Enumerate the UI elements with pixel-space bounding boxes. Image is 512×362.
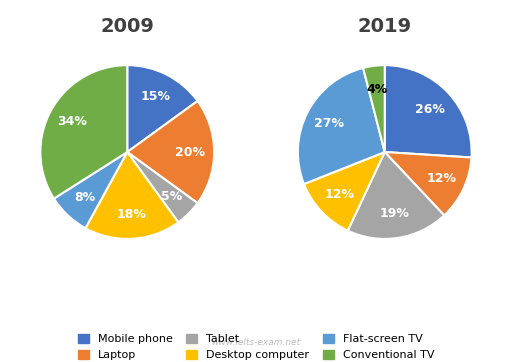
Wedge shape bbox=[385, 65, 472, 157]
Text: 12%: 12% bbox=[426, 172, 456, 185]
Text: 26%: 26% bbox=[415, 103, 445, 116]
Text: 4%: 4% bbox=[366, 84, 388, 97]
Wedge shape bbox=[54, 152, 127, 228]
Title: 2009: 2009 bbox=[100, 17, 154, 36]
Wedge shape bbox=[86, 152, 178, 239]
Wedge shape bbox=[127, 65, 198, 152]
Text: 18%: 18% bbox=[116, 208, 146, 221]
Wedge shape bbox=[40, 65, 127, 199]
Text: 15%: 15% bbox=[141, 90, 170, 103]
Text: 20%: 20% bbox=[175, 146, 205, 159]
Text: 5%: 5% bbox=[161, 190, 182, 203]
Text: 19%: 19% bbox=[379, 207, 410, 220]
Wedge shape bbox=[304, 152, 385, 231]
Wedge shape bbox=[298, 68, 385, 184]
Wedge shape bbox=[385, 152, 472, 215]
Title: 2019: 2019 bbox=[358, 17, 412, 36]
Wedge shape bbox=[127, 152, 198, 222]
Wedge shape bbox=[363, 65, 385, 152]
Wedge shape bbox=[348, 152, 444, 239]
Wedge shape bbox=[127, 101, 214, 203]
Text: 34%: 34% bbox=[57, 115, 88, 129]
Text: 12%: 12% bbox=[324, 188, 354, 201]
Text: 27%: 27% bbox=[314, 117, 344, 130]
Legend: Mobile phone, Laptop, Tablet, Desktop computer, Flat-screen TV, Conventional TV: Mobile phone, Laptop, Tablet, Desktop co… bbox=[75, 331, 437, 362]
Text: www.ielts-exam.net: www.ielts-exam.net bbox=[211, 338, 301, 346]
Text: 8%: 8% bbox=[74, 191, 95, 204]
